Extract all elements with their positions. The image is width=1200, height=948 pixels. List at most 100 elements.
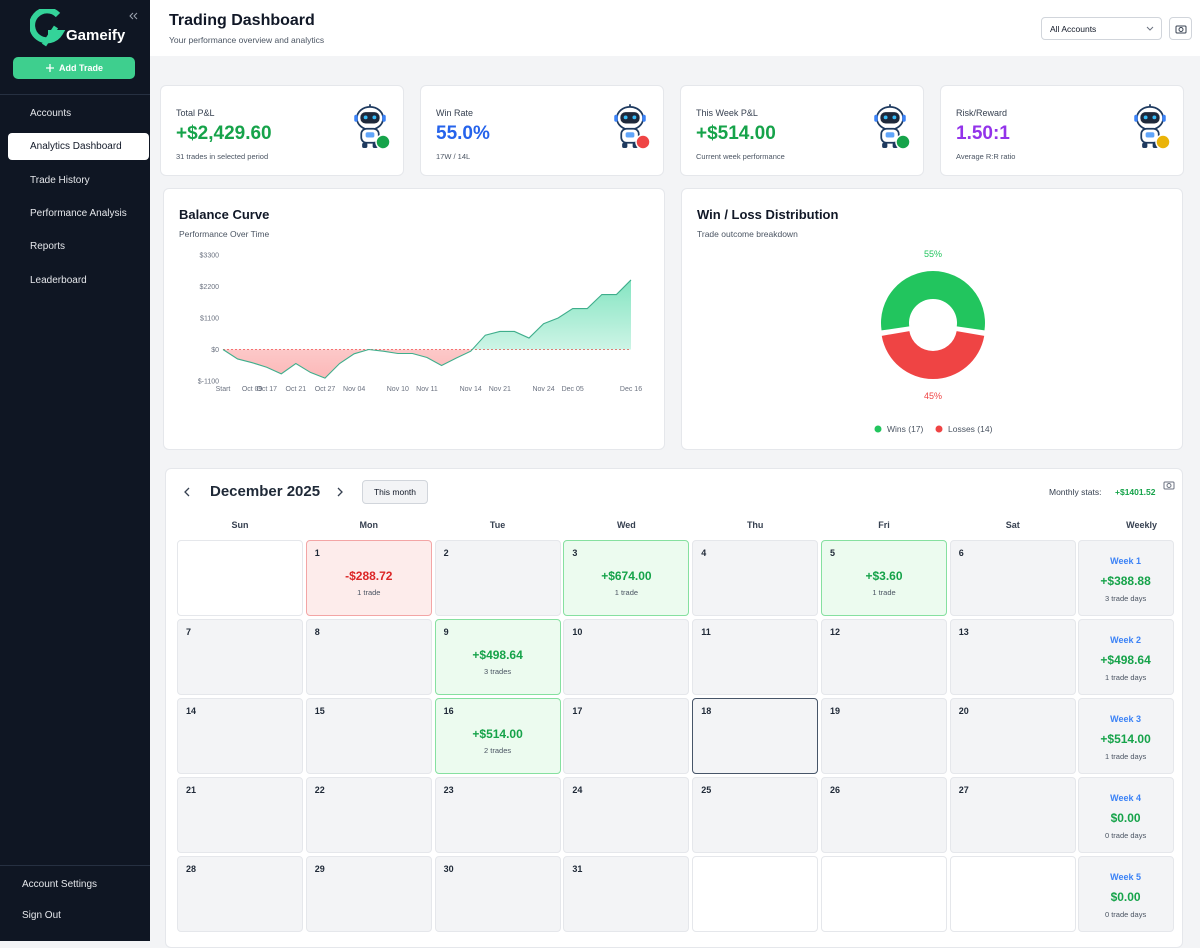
day-cell[interactable]: 30	[434, 856, 561, 932]
weekday-header: Sun	[231, 520, 249, 530]
day-cell[interactable]: 15	[305, 698, 432, 774]
footer-item[interactable]: Account Settings	[0, 871, 141, 898]
day-cell[interactable]: 6	[949, 540, 1076, 616]
nav-icon	[14, 175, 24, 185]
week-trades: 1 trade days	[1104, 673, 1147, 682]
screenshot-button[interactable]	[1169, 17, 1192, 40]
distribution-chart: 55% 45% Wins (17) Losses (14)	[874, 249, 993, 434]
week-trades: 0 trade days	[1104, 910, 1147, 919]
day-cell[interactable]: 21	[177, 777, 303, 853]
camera-icon[interactable]	[1163, 480, 1175, 490]
day-number: 24	[572, 785, 583, 795]
week-label: Week 2	[1110, 635, 1142, 645]
week-summary: Week 1 +$388.88 3 trade days	[1077, 540, 1174, 616]
nav-label: Analytics Dashboard	[30, 141, 122, 153]
day-cell[interactable]: 7	[177, 619, 303, 695]
header: Trading Dashboard Your performance overv…	[150, 0, 1200, 56]
legend-swatch	[935, 425, 943, 433]
day-cell[interactable]: 28	[177, 856, 303, 932]
day-number: 16	[443, 706, 454, 716]
day-cell[interactable]: 31	[563, 856, 690, 932]
nav-item[interactable]: Leaderboard	[8, 267, 149, 294]
day-cell[interactable]: 27	[949, 777, 1076, 853]
x-tick-label: Dec 16	[620, 386, 642, 393]
account-select[interactable]: All Accounts	[1041, 17, 1162, 40]
day-cell[interactable]: 18	[692, 698, 819, 774]
nav-icon	[14, 208, 24, 218]
footer-item[interactable]: Sign Out	[0, 902, 141, 929]
stat-value: +$514.00	[696, 123, 776, 144]
distribution-card: Win / Loss Distribution Trade outcome br…	[681, 188, 1183, 450]
day-cell[interactable]: 29	[305, 856, 432, 932]
stat-label: Win Rate	[436, 108, 474, 118]
day-cell[interactable]: 20	[949, 698, 1076, 774]
day-cell[interactable]: 12	[821, 619, 947, 695]
month-title: December 2025	[210, 483, 321, 500]
week-pnl: $0.00	[1110, 890, 1141, 904]
day-pnl: -$288.72	[345, 569, 393, 583]
collapse-button[interactable]	[128, 11, 138, 21]
this-month-button[interactable]: This month	[362, 480, 428, 504]
day-cell[interactable]: 9 +$498.64 3 trades	[434, 619, 561, 695]
week-label: Week 1	[1110, 556, 1142, 566]
nav-label: Performance Analysis	[30, 207, 127, 219]
robot-prop	[375, 134, 391, 150]
day-cell[interactable]: 4	[692, 540, 819, 616]
weekday-header: Fri	[878, 520, 890, 530]
monthly-stats-label: Monthly stats:	[1049, 487, 1102, 497]
card-title: Balance Curve	[179, 207, 270, 222]
day-cell[interactable]: 26	[821, 777, 947, 853]
day-number: 2	[443, 548, 449, 558]
day-cell[interactable]: 16 +$514.00 2 trades	[434, 698, 561, 774]
account-select-label: All Accounts	[1050, 23, 1097, 34]
balance-line	[222, 279, 632, 379]
day-cell[interactable]: 22	[305, 777, 432, 853]
week-summary: Week 5 $0.00 0 trade days	[1077, 856, 1174, 932]
day-cell[interactable]: 24	[563, 777, 690, 853]
legend-label: Wins (17)	[887, 424, 924, 434]
weekday-header: Weekly	[1126, 520, 1158, 530]
footer-icon	[6, 911, 16, 921]
day-cell[interactable]: 8	[305, 619, 432, 695]
robot-icon	[353, 104, 391, 150]
day-cell[interactable]: 2	[434, 540, 561, 616]
day-pnl: +$3.60	[865, 569, 903, 583]
x-tick-label: Nov 11	[416, 386, 438, 393]
next-month[interactable]	[335, 487, 345, 497]
nav-item[interactable]: Performance Analysis	[8, 200, 149, 227]
day-cell[interactable]: 23	[434, 777, 561, 853]
day-cell[interactable]: 3 +$674.00 1 trade	[563, 540, 690, 616]
day-number: 31	[572, 864, 583, 874]
day-trades: 1 trade	[614, 588, 639, 597]
day-number: 13	[958, 627, 969, 637]
nav-item[interactable]: Analytics Dashboard	[8, 133, 149, 161]
weekday-header: Tue	[489, 520, 506, 530]
nav-icon	[14, 109, 24, 119]
day-trades: 1 trade	[872, 588, 896, 597]
nav-item[interactable]: Reports	[8, 233, 149, 260]
day-cell	[821, 856, 947, 932]
page-subtitle: Your performance overview and analytics	[169, 35, 325, 45]
day-number: 22	[314, 785, 325, 795]
slice-label: 45%	[924, 391, 942, 401]
day-cell[interactable]: 11	[692, 619, 819, 695]
stat-label: This Week P&L	[696, 108, 758, 118]
day-number: 6	[958, 548, 964, 558]
nav-item[interactable]: Accounts	[8, 100, 149, 127]
day-cell[interactable]: 25	[692, 777, 819, 853]
day-cell[interactable]: 13	[949, 619, 1076, 695]
day-cell[interactable]: 10	[563, 619, 690, 695]
day-cell[interactable]: 17	[563, 698, 690, 774]
prev-month[interactable]	[182, 487, 192, 497]
stat-card: This Week P&L +$514.00 Current week perfor…	[680, 85, 924, 176]
day-cell[interactable]: 5 +$3.60 1 trade	[821, 540, 947, 616]
nav-item[interactable]: Trade History	[8, 167, 149, 194]
stat-card: Total P&L +$2,429.60 31 trades in selected…	[160, 85, 404, 176]
robot-icon	[1133, 104, 1171, 150]
day-number: 29	[314, 864, 325, 874]
day-cell[interactable]: 1 -$288.72 1 trade	[305, 540, 432, 616]
day-cell[interactable]: 14	[177, 698, 303, 774]
add-trade-button[interactable]: Add Trade	[13, 57, 135, 79]
day-cell[interactable]: 19	[821, 698, 947, 774]
